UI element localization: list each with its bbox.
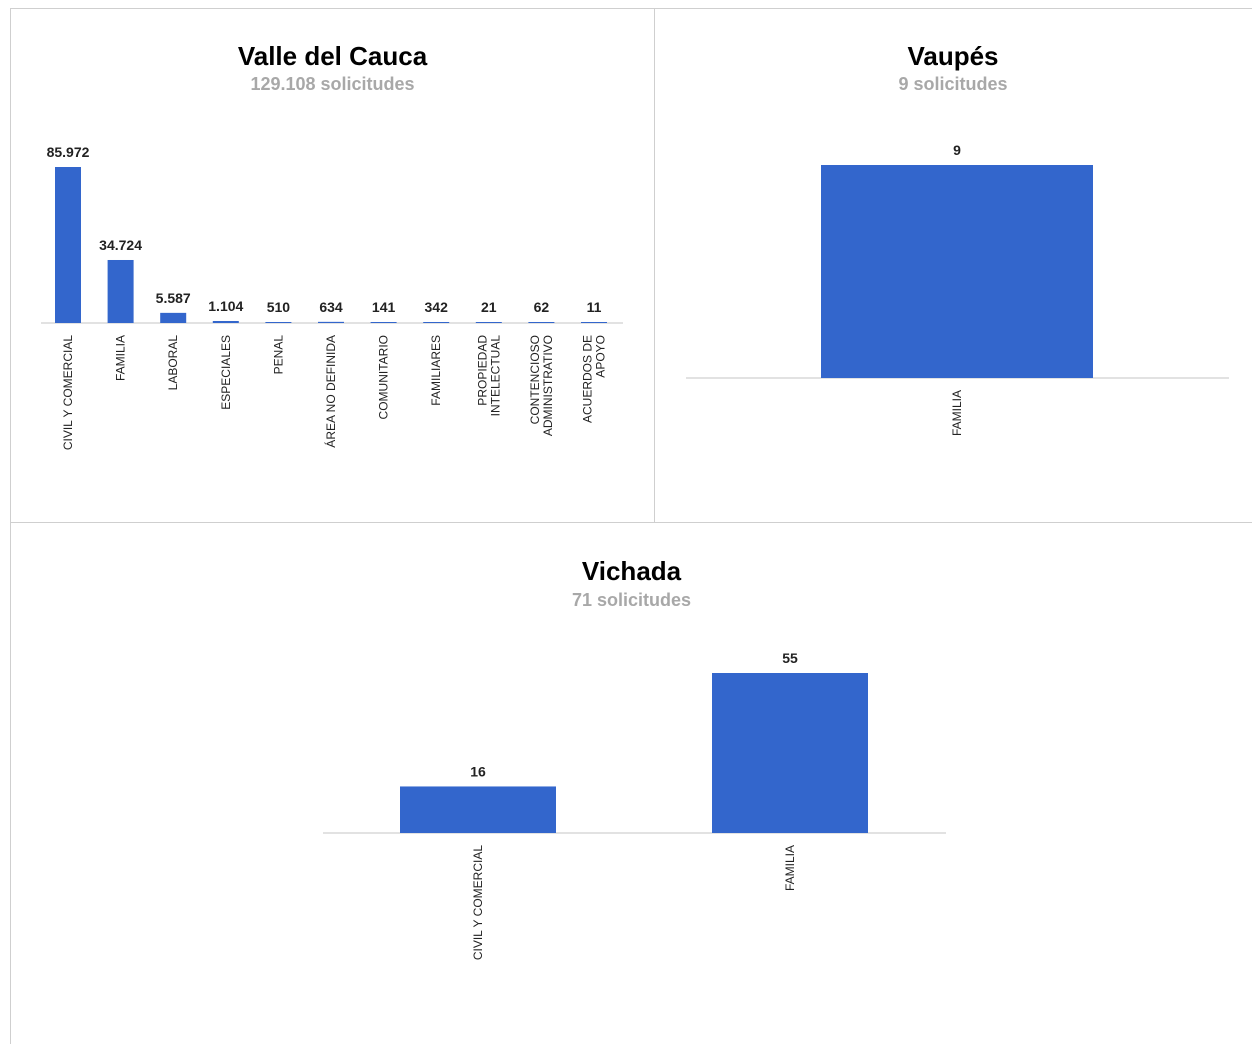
value-label: 634 <box>319 299 343 315</box>
category-label: LABORAL <box>166 335 180 391</box>
chart-title: Valle del Cauca <box>237 41 428 71</box>
value-label: 55 <box>782 650 798 666</box>
category-label-line: LABORAL <box>166 335 180 391</box>
bar <box>821 165 1093 378</box>
value-label: 16 <box>470 763 486 779</box>
category-label: FAMILIARES <box>429 335 443 406</box>
bar <box>423 322 450 323</box>
value-label: 62 <box>534 299 550 315</box>
category-label: PENAL <box>271 335 285 375</box>
category-label-line: FAMILIARES <box>429 335 443 406</box>
value-label: 141 <box>372 299 396 315</box>
category-label-line: PROPIEDAD <box>475 335 489 406</box>
category-label-line: FAMILIA <box>114 335 128 381</box>
bar <box>528 322 555 323</box>
value-label: 510 <box>267 299 291 315</box>
bar <box>318 321 344 323</box>
category-label: CIVIL Y COMERCIAL <box>61 335 75 450</box>
value-label: 85.972 <box>47 144 90 160</box>
category-label-line: INTELECTUAL <box>488 335 502 417</box>
chart-title: Vaupés <box>907 41 999 71</box>
chart-svg-vaupes: 9 FAMILIA <box>686 142 1229 436</box>
category-label-line: CIVIL Y COMERCIAL <box>61 335 75 450</box>
chart-subtitle: 9 solicitudes <box>898 74 1008 94</box>
value-label: 1.104 <box>208 298 243 314</box>
category-label-line: ESPECIALES <box>219 335 233 410</box>
chart-subtitle: 129.108 solicitudes <box>250 74 415 94</box>
chart-svg-valle-del-cauca: 85.972 CIVIL Y COMERCIAL 34.724 FAMILIA 5.58… <box>41 144 623 450</box>
chart-svg-vichada: 16 CIVIL Y COMERCIAL 55 FAMILIA <box>323 650 946 960</box>
value-label: 9 <box>953 142 961 158</box>
value-label: 21 <box>481 299 497 315</box>
category-label-line: PENAL <box>271 335 285 375</box>
chart-subtitle: 71 solicitudes <box>571 590 692 610</box>
bar <box>400 786 556 833</box>
chart-panel-vaupes: Vaupés 9 solicitudes 9 FAMILIA <box>654 8 1252 523</box>
category-label: CONTENCIOSO ADMINISTRATIVO <box>528 335 555 436</box>
category-label-line: CONTENCIOSO <box>528 335 542 424</box>
category-label: PROPIEDAD INTELECTUAL <box>475 335 502 417</box>
category-label-line: ACUERDOS DE <box>581 335 595 423</box>
bar <box>212 320 239 323</box>
value-label: 34.724 <box>99 237 142 253</box>
category-label: CIVIL Y COMERCIAL <box>471 845 485 960</box>
bar <box>370 322 397 323</box>
value-label: 5.587 <box>156 290 191 306</box>
category-label-line: COMUNITARIO <box>377 335 391 419</box>
category-label: FAMILIA <box>114 335 128 381</box>
bar <box>265 322 292 323</box>
bar <box>475 322 502 323</box>
bar <box>55 167 81 323</box>
value-label: 11 <box>587 299 602 315</box>
bar <box>107 259 134 323</box>
category-label: ÁREA NO DEFINIDA <box>323 335 338 448</box>
chart-title: Vichada <box>581 556 682 586</box>
category-label-line: ADMINISTRATIVO <box>541 335 555 436</box>
bar <box>712 673 868 833</box>
chart-panel-vichada: Vichada 71 solicitudes 16 CIVIL Y COMERCI… <box>10 522 1252 1044</box>
category-label: COMUNITARIO <box>377 335 391 419</box>
category-label-line: ÁREA NO DEFINIDA <box>323 335 338 448</box>
category-label: FAMILIA <box>950 390 964 436</box>
category-label-line: FAMILIA <box>950 390 964 436</box>
category-label-line: CIVIL Y COMERCIAL <box>471 845 485 960</box>
category-label-line: FAMILIA <box>783 845 797 891</box>
value-label: 342 <box>425 299 449 315</box>
category-label: ESPECIALES <box>219 335 233 410</box>
bar <box>160 312 187 323</box>
category-label: FAMILIA <box>783 845 797 891</box>
bar <box>581 322 607 323</box>
category-label: ACUERDOS DE APOYO <box>581 335 608 423</box>
chart-panel-valle-del-cauca: Valle del Cauca 129.108 solicitudes 85.9… <box>10 8 655 523</box>
category-label-line: APOYO <box>594 335 608 378</box>
